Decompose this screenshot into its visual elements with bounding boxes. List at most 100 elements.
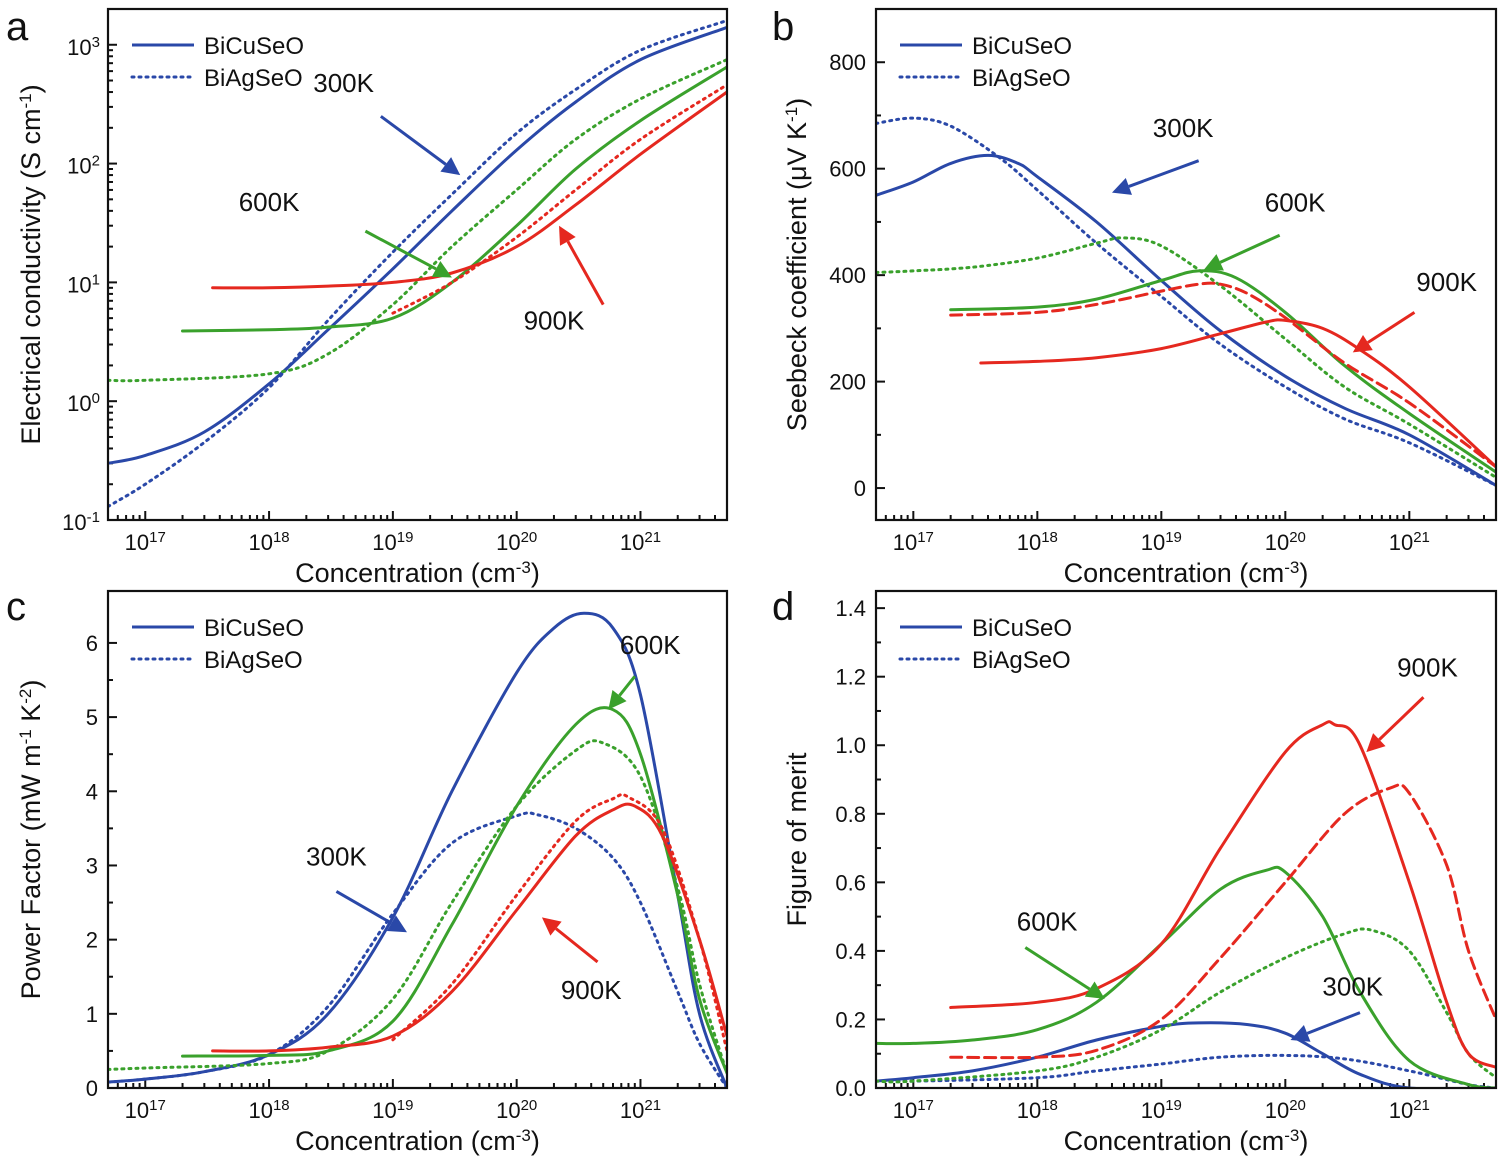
series-line bbox=[876, 116, 1496, 487]
annotation-label: 600K bbox=[1017, 906, 1078, 936]
annotation-arrow bbox=[566, 240, 605, 306]
legend: BiCuSeO BiAgSeO bbox=[130, 33, 304, 92]
x-tick-label: 1021 bbox=[1389, 1097, 1430, 1124]
series-line bbox=[108, 25, 727, 465]
x-tick-label: 1017 bbox=[125, 1097, 166, 1124]
x-tick-label: 1020 bbox=[1265, 529, 1306, 556]
series-line bbox=[949, 269, 1496, 474]
legend-label-dotted: BiAgSeO bbox=[204, 65, 303, 92]
panel-c-power-factor: c 1017 1018 1019 1020 1021 0 1 2 3 4 5 6 BiCuSeO BiAgS… bbox=[6, 585, 729, 1157]
plot-frame bbox=[874, 589, 1498, 1090]
series-line bbox=[949, 720, 1496, 1069]
annotation-label: 900K bbox=[524, 306, 585, 336]
annotation: 900K bbox=[1366, 653, 1458, 753]
legend-label-dotted: BiAgSeO bbox=[972, 65, 1071, 92]
y-tick-label: 200 bbox=[829, 370, 866, 395]
y-tick-label: 0.2 bbox=[835, 1007, 866, 1032]
annotation-arrowhead bbox=[541, 917, 562, 936]
y-tick-label: 0.6 bbox=[835, 870, 866, 895]
x-tick-label: 1020 bbox=[1265, 1097, 1306, 1124]
y-tick-label: 0.8 bbox=[835, 802, 866, 827]
series-line bbox=[391, 792, 727, 1053]
annotation-label: 900K bbox=[1397, 653, 1458, 683]
y-tick-label: 0 bbox=[86, 1076, 98, 1101]
annotation: 600K bbox=[608, 630, 681, 710]
y-tick-label: 0 bbox=[854, 476, 866, 501]
annotation: 600K bbox=[239, 187, 452, 278]
curves bbox=[108, 611, 727, 1088]
annotation: 900K bbox=[1352, 267, 1478, 353]
series-line bbox=[391, 83, 727, 315]
y-tick-label: 100 bbox=[67, 390, 100, 417]
annotation-arrowhead bbox=[440, 157, 461, 176]
panel-a-conductivity: a 1017 1018 1019 1020 1021 10-1 100 101 102 103 BiC… bbox=[6, 5, 729, 589]
y-tick-label: 6 bbox=[86, 631, 98, 656]
legend: BiCuSeO BiAgSeO bbox=[130, 615, 304, 674]
annotation-arrowhead bbox=[386, 915, 407, 933]
series-line bbox=[108, 811, 727, 1088]
annotation-arrow bbox=[1367, 311, 1416, 344]
series-line bbox=[876, 153, 1496, 487]
x-tick-label: 1017 bbox=[893, 1097, 934, 1124]
y-tick-label: 4 bbox=[86, 779, 98, 804]
annotation-arrow bbox=[364, 229, 437, 271]
annotation-arrow bbox=[379, 115, 447, 166]
x-tick-label: 1018 bbox=[1017, 529, 1058, 556]
annotation-arrow bbox=[335, 890, 393, 925]
series-line bbox=[108, 58, 727, 383]
y-axis-title: Electrical conductivity (S cm-1) bbox=[16, 84, 47, 444]
legend: BiCuSeO BiAgSeO bbox=[898, 33, 1072, 92]
x-axis-title: Concentration (cm-3) bbox=[295, 558, 540, 589]
x-tick-label: 1019 bbox=[1141, 1097, 1182, 1124]
annotation: 600K bbox=[1203, 187, 1326, 271]
annotation-arrowhead bbox=[1366, 733, 1386, 753]
plot-frame bbox=[106, 7, 729, 522]
panel-letter: c bbox=[6, 585, 26, 629]
panel-b-seebeck: b 1017 1018 1019 1020 1021 0 200 400 600 800 BiCuSe… bbox=[772, 5, 1498, 588]
y-tick-label: 1.4 bbox=[835, 596, 866, 621]
plot-frame bbox=[874, 7, 1498, 522]
y-tick-label: 1.0 bbox=[835, 733, 866, 758]
series-line bbox=[949, 281, 1496, 469]
y-tick-label: 0.4 bbox=[835, 939, 866, 964]
legend-label-dotted: BiAgSeO bbox=[204, 647, 303, 674]
series-line bbox=[876, 927, 1496, 1084]
series-line bbox=[876, 1053, 1496, 1088]
annotation-label: 300K bbox=[1153, 113, 1214, 143]
x-axis-title: Concentration (cm-3) bbox=[295, 1126, 540, 1157]
y-tick-label: 1 bbox=[86, 1002, 98, 1027]
series-line bbox=[876, 236, 1496, 479]
x-tick-label: 1018 bbox=[248, 529, 289, 556]
annotation-label: 900K bbox=[1416, 267, 1477, 297]
x-tick-label: 1020 bbox=[496, 1097, 537, 1124]
legend: BiCuSeO BiAgSeO bbox=[898, 615, 1072, 674]
y-tick-label: 101 bbox=[67, 271, 100, 298]
x-tick-label: 1018 bbox=[1017, 1097, 1058, 1124]
annotation-label: 600K bbox=[620, 630, 681, 660]
series-line bbox=[108, 19, 727, 508]
annotation-label: 300K bbox=[313, 68, 374, 98]
legend-label-solid: BiCuSeO bbox=[204, 615, 304, 642]
annotation-arrow bbox=[1024, 946, 1091, 991]
annotation-arrow bbox=[618, 675, 636, 697]
annotation-label: 600K bbox=[239, 187, 300, 217]
y-tick-label: 1.2 bbox=[835, 665, 866, 690]
y-tick-label: 400 bbox=[829, 263, 866, 288]
annotation-arrow bbox=[1219, 233, 1281, 264]
x-tick-label: 1019 bbox=[1141, 529, 1182, 556]
curves bbox=[876, 116, 1496, 487]
annotation-arrowhead bbox=[1352, 334, 1373, 353]
x-tick-label: 1021 bbox=[1389, 529, 1430, 556]
y-tick-label: 800 bbox=[829, 50, 866, 75]
series-line bbox=[949, 783, 1496, 1060]
annotation-arrowhead bbox=[608, 689, 627, 710]
x-tick-label: 1018 bbox=[248, 1097, 289, 1124]
annotation-arrowhead bbox=[1111, 177, 1132, 195]
x-axis-title: Concentration (cm-3) bbox=[1064, 1126, 1309, 1157]
x-tick-label: 1019 bbox=[372, 529, 413, 556]
annotation-arrow bbox=[1128, 159, 1200, 188]
panel-letter: d bbox=[772, 585, 794, 629]
y-tick-label: 103 bbox=[67, 33, 100, 60]
panel-letter: a bbox=[6, 5, 29, 49]
annotation-arrow bbox=[1378, 696, 1425, 741]
